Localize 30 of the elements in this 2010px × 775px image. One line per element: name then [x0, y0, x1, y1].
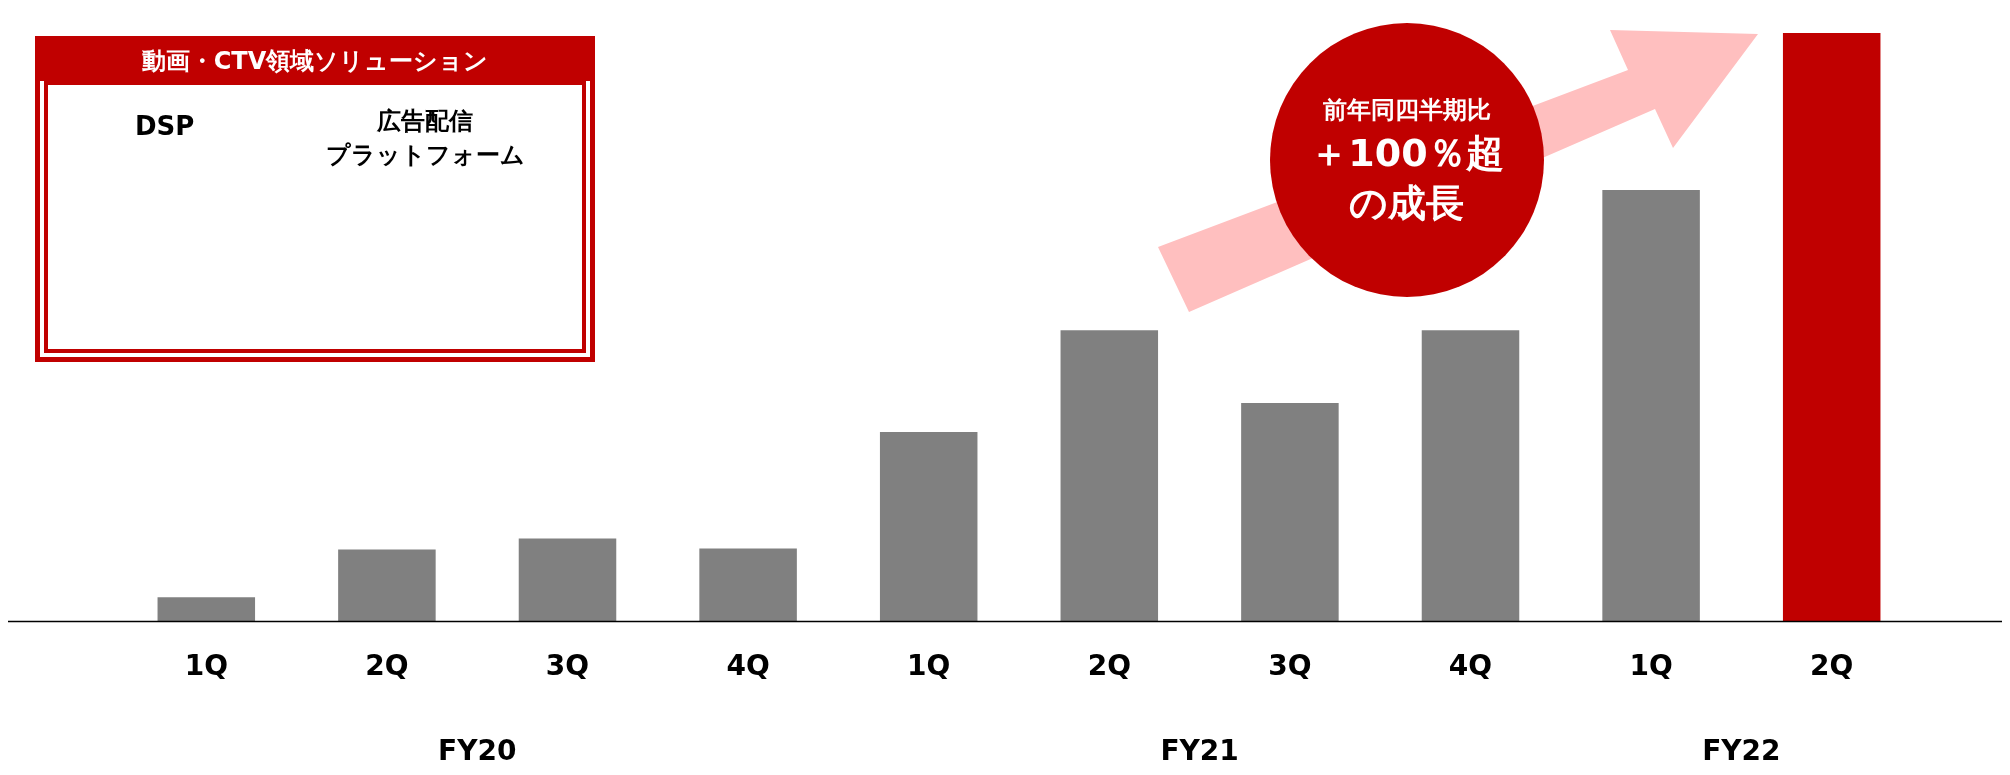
text: FY21: [1160, 734, 1239, 768]
annotation: DSP: [135, 111, 195, 141]
circle-badge: 前年同四半期比 ＋100％超 の成長: [1270, 23, 1544, 297]
annotation: の成長: [1348, 180, 1466, 227]
x-tick-label: 4Q: [1448, 649, 1493, 683]
x-tick-label: 1Q: [1629, 649, 1673, 683]
x-tick-label: 2Q: [1810, 649, 1854, 683]
bar: [338, 549, 436, 622]
bar: [879, 431, 978, 622]
x-tick-label: 3Q: [1268, 649, 1312, 683]
bar: [1060, 330, 1159, 622]
bar: [1782, 33, 1881, 622]
annotation: 前年同四半期比: [1322, 95, 1492, 126]
x-tick-label: 1Q: [907, 649, 951, 683]
text: FY22: [1702, 734, 1781, 768]
bar: [518, 538, 617, 622]
bar: [699, 548, 797, 622]
x-tick-label: 2Q: [1087, 649, 1131, 683]
annotation: 広告配信: [376, 106, 474, 137]
x-tick-label: 2Q: [365, 649, 409, 683]
x-tick-label: 4Q: [726, 649, 770, 683]
text: FY20: [438, 734, 517, 768]
x-tick-label: 1Q: [184, 649, 228, 683]
bar: [157, 597, 256, 622]
x-tick-label: 3Q: [545, 649, 590, 683]
bar: [1421, 330, 1520, 622]
bar: [1602, 190, 1700, 622]
bar: [1241, 403, 1339, 622]
annotation: プラットフォーム: [324, 140, 526, 171]
annotation: ＋100％超: [1310, 130, 1504, 177]
